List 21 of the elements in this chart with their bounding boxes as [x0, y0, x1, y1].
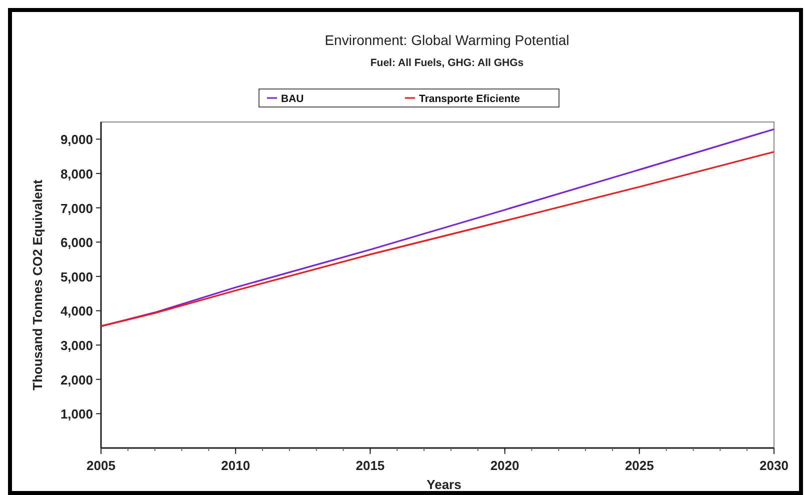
x-tick-label: 2025: [624, 458, 654, 473]
y-axis-title: Thousand Tonnes CO2 Equivalent: [30, 179, 45, 390]
x-tick-label: 2020: [490, 458, 520, 473]
x-tick-label: 2010: [221, 458, 250, 473]
y-tick-label: 2,000: [60, 372, 93, 388]
x-tick-label: 2015: [356, 458, 385, 473]
y-tick-label: 3,000: [60, 338, 93, 354]
y-tick-label: 5,000: [60, 269, 93, 284]
y-tick-label: 1,000: [60, 406, 93, 422]
y-tick-label: 7,000: [60, 200, 93, 216]
x-tick-label: 2005: [86, 458, 116, 473]
y-tick-label: 6,000: [60, 235, 93, 250]
chart-subtitle: Fuel: All Fuels, GHG: All GHGs: [370, 57, 524, 69]
x-tick-label: 2030: [760, 458, 788, 473]
y-tick-label: 9,000: [60, 132, 93, 148]
legend-label: BAU: [281, 93, 304, 105]
x-axis-title: Years: [426, 477, 462, 492]
legend-label: Transporte Eficiente: [419, 93, 520, 105]
y-tick-label: 8,000: [60, 166, 93, 182]
y-tick-label: 4,000: [60, 304, 93, 319]
chart-title: Environment: Global Warming Potential: [324, 32, 570, 48]
